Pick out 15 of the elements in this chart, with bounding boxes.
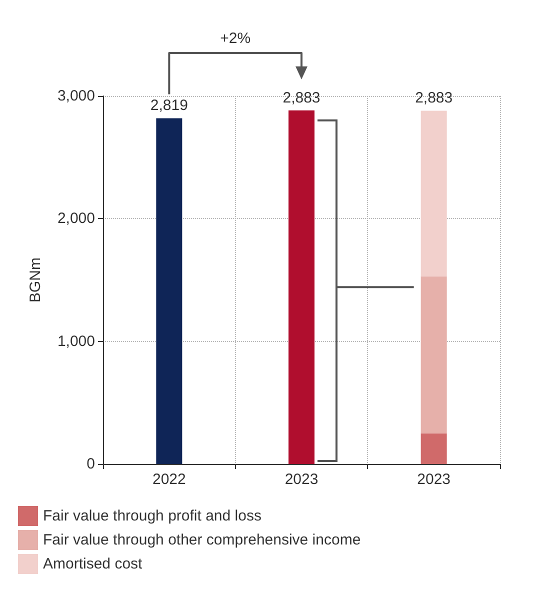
legend-label: Amortised cost [43,556,144,572]
x-tick-label: 2022 [152,471,186,488]
total-label: 2,883 [415,90,453,107]
y-tick-label: 2,000 [57,210,95,228]
text: +2% [220,30,251,47]
y-tick-label: 0 [86,456,95,472]
legend-label: Fair value through profit and loss [43,508,262,524]
y-axis-title: BGNm [27,258,44,302]
y-tick-label: 3,000 [57,88,95,104]
y-tick-label: 1,000 [57,332,95,350]
total-label: 2,819 [150,97,188,114]
total-label: 2,883 [282,89,320,106]
x-tick-label: 2023 [417,471,451,488]
legend-label: Fair value through other comprehensive income [43,532,361,548]
x-tick-label: 2023 [284,471,318,488]
